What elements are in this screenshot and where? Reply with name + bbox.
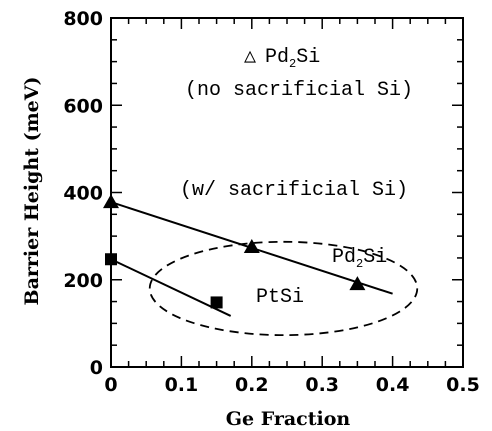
legend-subscript: 2 [289,57,296,71]
y-axis-title: Barrier Height (meV) [21,77,43,306]
x-tick-label: 0.1 [165,374,199,396]
legend-triangle-symbol: △ [244,46,256,69]
ptsi-series-label: PtSi [256,286,304,309]
legend-pd2si-label: Pd2Si [265,46,320,71]
y-tick-label: 800 [63,8,103,30]
pd2si-point-marker [243,239,260,254]
y-tick-label: 600 [63,95,103,117]
no-sacrificial-label: (no sacrificial Si) [185,79,413,102]
pd2si-point-marker [349,276,366,291]
tick-labels: 0 0.1 0.2 0.3 0.4 0.5 0 200 400 600 800 [63,8,480,396]
y-tick-label: 200 [63,270,103,292]
x-tick-label: 0.5 [446,374,480,396]
y-tick-label: 0 [90,357,103,379]
dashed-ellipse [148,240,419,337]
pd2si-series-label: Pd2Si [332,246,387,271]
pd2si-pd-text: Pd [332,246,356,269]
pd2si-si-text: Si [363,246,387,269]
legend-pd-text: Pd [265,46,289,69]
pd2si-subscript: 2 [356,257,363,271]
legend-si-text: Si [296,46,320,69]
x-axis-title: Ge Fraction [226,408,351,430]
ptsi-point-marker [105,253,117,266]
pd2si-point-marker [103,194,119,209]
x-tick-label: 0.2 [235,374,269,396]
ptsi-point-marker [210,296,223,309]
data-markers [103,194,366,309]
plot-frame [110,17,464,368]
x-tick-label: 0.3 [305,374,339,396]
y-tick-label: 400 [63,183,103,205]
with-sacrificial-label: (w/ sacrificial Si) [180,179,408,202]
x-tick-label: 0 [104,374,117,396]
x-tick-label: 0.4 [376,374,410,396]
